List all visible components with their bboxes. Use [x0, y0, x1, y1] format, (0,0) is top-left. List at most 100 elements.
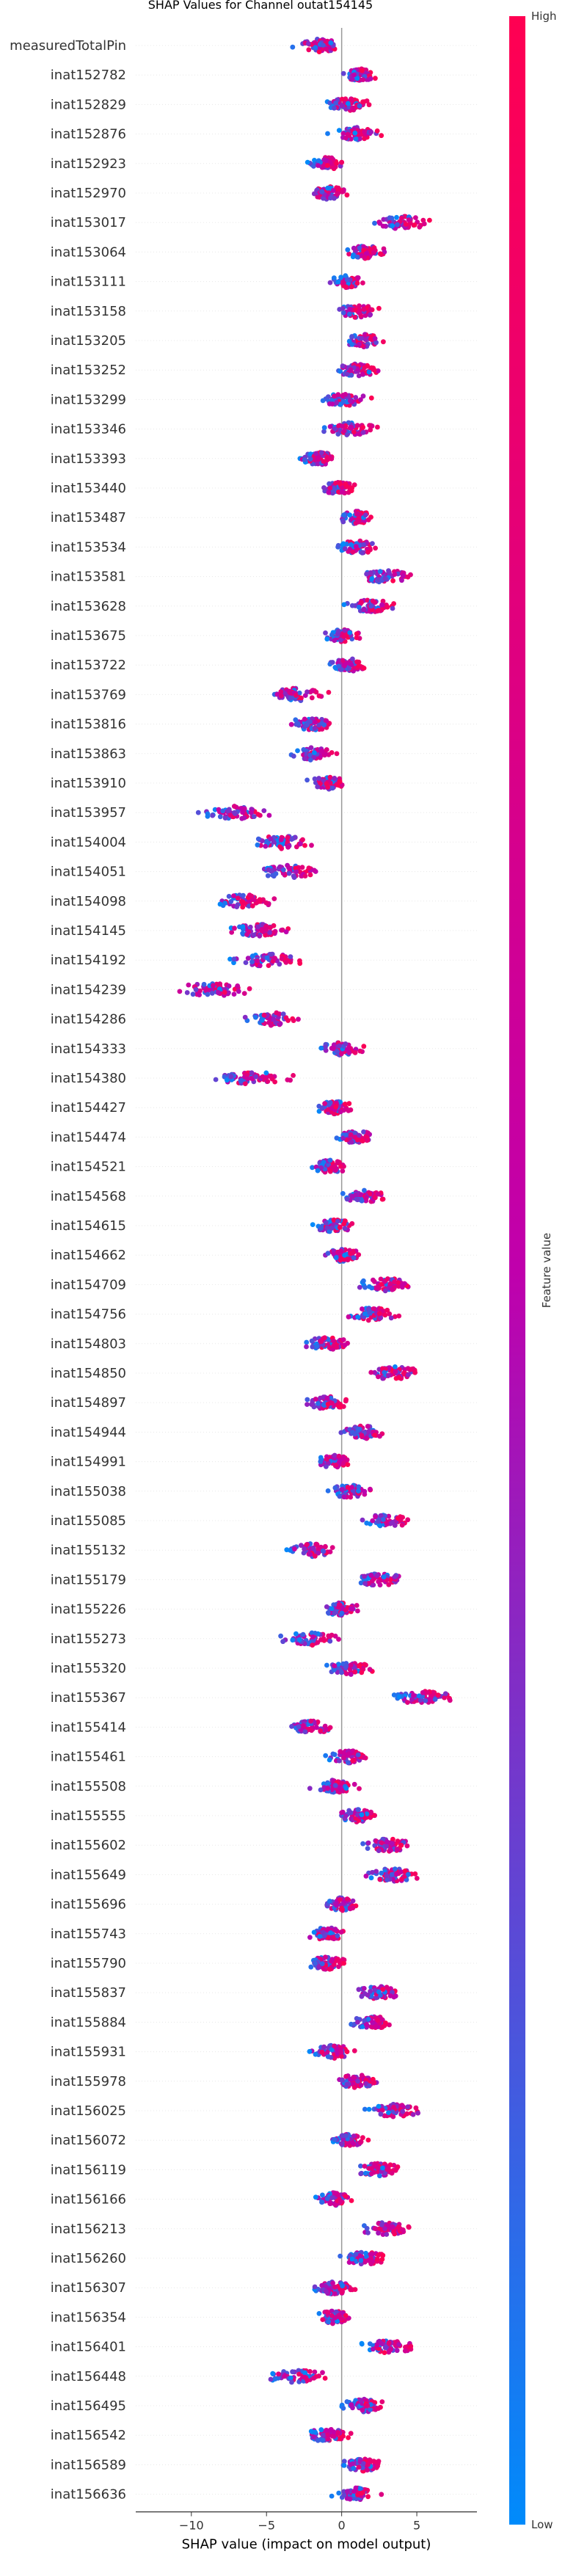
shap-point	[356, 1488, 361, 1493]
shap-point	[370, 1518, 376, 1524]
shap-point	[322, 2376, 328, 2381]
shap-point	[332, 1343, 338, 1349]
feature-row-points	[288, 716, 332, 732]
shap-point	[244, 931, 249, 937]
feature-row-points	[318, 1452, 351, 1470]
feature-row-points	[391, 1689, 453, 1706]
shap-point	[316, 2311, 322, 2316]
shap-point	[313, 1397, 318, 1402]
shap-point	[351, 1250, 357, 1255]
feature-row-points	[242, 1010, 301, 1028]
shap-point	[372, 220, 377, 226]
feature-row-points	[339, 2396, 385, 2415]
shap-point	[356, 1252, 362, 1257]
shap-point	[339, 96, 345, 102]
shap-point	[271, 896, 277, 901]
shap-points	[177, 37, 453, 2503]
feature-row-points	[363, 1866, 420, 1884]
shap-point	[340, 363, 346, 369]
shap-point	[211, 983, 216, 989]
shap-point	[379, 2222, 384, 2227]
shap-point	[346, 666, 352, 672]
shap-point	[267, 1074, 273, 1080]
shap-point	[330, 1046, 336, 1052]
shap-point	[377, 1433, 382, 1439]
shap-point	[327, 481, 332, 487]
shap-point	[331, 1667, 337, 1673]
shap-point	[374, 128, 380, 134]
shap-point	[340, 131, 346, 137]
shap-point	[326, 690, 332, 695]
shap-point	[362, 129, 367, 135]
shap-point	[227, 956, 233, 962]
shap-point	[307, 872, 313, 878]
shap-point	[359, 2170, 364, 2176]
shap-point	[400, 1515, 405, 1520]
shap-point	[329, 660, 335, 665]
shap-point	[249, 903, 255, 909]
shap-point	[342, 1342, 348, 1348]
shap-point	[334, 751, 340, 757]
shap-point	[396, 1375, 402, 1380]
shap-point	[327, 100, 333, 106]
shap-point	[343, 273, 349, 278]
shap-point	[360, 2024, 365, 2029]
shap-point	[362, 512, 368, 518]
shap-point	[205, 992, 211, 997]
shap-point	[365, 1840, 371, 1846]
shap-point	[390, 1287, 395, 1292]
shap-point	[346, 1049, 352, 1055]
feature-row-points	[288, 745, 340, 763]
shap-point	[347, 307, 353, 312]
shap-point	[366, 102, 372, 108]
shap-point	[340, 541, 346, 547]
shap-point	[365, 2230, 371, 2235]
feature-row-points	[305, 1394, 349, 1411]
shap-point	[331, 1042, 337, 1048]
shap-point	[346, 1108, 351, 1113]
shap-point	[381, 339, 386, 345]
shap-point	[315, 1719, 321, 1725]
shap-point	[390, 223, 395, 229]
shap-point	[307, 2048, 313, 2054]
shap-point	[337, 1958, 343, 1964]
shap-point	[378, 1276, 384, 1282]
shap-point	[197, 992, 202, 997]
shap-point	[346, 338, 352, 344]
shap-point	[369, 2171, 374, 2177]
shap-point	[382, 2345, 388, 2351]
feature-row-points	[330, 2132, 371, 2148]
shap-point	[302, 843, 307, 848]
shap-point	[321, 2044, 327, 2050]
shap-point	[342, 1226, 348, 1231]
shap-point	[393, 1993, 398, 1999]
shap-point	[341, 1494, 347, 1500]
feature-row-points	[362, 2101, 420, 2120]
shap-point	[345, 1257, 351, 1262]
shap-point	[327, 1634, 332, 1640]
shap-point	[332, 1485, 338, 1491]
shap-point	[309, 1338, 315, 1344]
shap-point	[377, 251, 383, 257]
shap-point	[355, 2078, 360, 2084]
feature-row-points	[307, 1778, 362, 1795]
shap-point	[399, 1522, 405, 1528]
shap-point	[357, 2253, 362, 2259]
shap-point	[321, 722, 327, 727]
shap-point	[350, 105, 355, 111]
shap-point	[255, 958, 260, 964]
shap-point	[327, 1157, 333, 1163]
shap-point	[317, 1934, 323, 1939]
shap-point	[359, 600, 364, 605]
shap-point	[322, 1166, 328, 1172]
shap-point	[415, 2110, 420, 2116]
shap-point	[259, 1017, 265, 1023]
shap-point	[228, 1074, 234, 1080]
shap-point	[354, 1197, 360, 1203]
shap-point	[378, 1513, 384, 1518]
shap-point	[326, 1337, 332, 1342]
shap-point	[368, 1573, 374, 1579]
shap-point	[361, 1278, 366, 1284]
shap-point	[313, 2194, 318, 2200]
shap-point	[412, 1871, 418, 1877]
